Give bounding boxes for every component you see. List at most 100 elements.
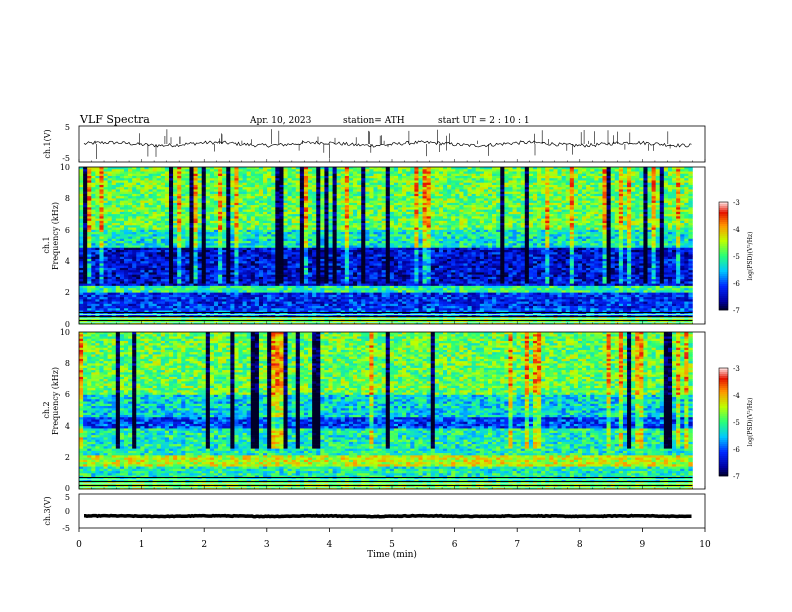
spectrogram-cell xyxy=(443,229,448,233)
spectrogram-cell xyxy=(136,214,141,217)
spectrogram-cell xyxy=(328,175,333,179)
spectrogram-cell xyxy=(438,227,444,231)
spectrogram-cell xyxy=(344,207,350,210)
spectrogram-cell xyxy=(320,200,325,204)
spectrogram-cell xyxy=(520,189,526,192)
spectrogram-cell xyxy=(586,218,591,222)
spectrogram-cell xyxy=(148,184,153,188)
spectrogram-cell xyxy=(344,198,350,201)
spectrogram-cell xyxy=(312,200,317,204)
spectrogram-cell xyxy=(569,227,575,231)
spectrogram-cell xyxy=(295,225,301,228)
spectrogram-cell xyxy=(140,234,145,237)
spectrogram-cell xyxy=(655,175,661,179)
spectrogram-cell xyxy=(561,214,566,217)
spectrogram-cell xyxy=(516,189,522,192)
spectrogram-cell xyxy=(287,209,292,213)
spectrogram-cell xyxy=(348,211,354,215)
spectrogram-cell xyxy=(99,187,104,190)
spectrogram-cell xyxy=(119,207,125,210)
spectrogram-cell xyxy=(573,218,579,222)
spectrogram-cell xyxy=(631,193,636,197)
spectrogram-cell xyxy=(136,227,141,231)
spectrogram-cell xyxy=(83,178,88,181)
spectrogram-cell xyxy=(402,191,407,195)
spectrogram-cell xyxy=(381,200,387,204)
spectrogram-cell xyxy=(218,205,223,208)
spectrogram-cell xyxy=(655,209,661,213)
spectrogram-cell xyxy=(647,223,652,226)
spectrogram-cell xyxy=(520,171,526,175)
spectrogram-cell xyxy=(234,193,239,197)
spectrogram-cell xyxy=(545,216,550,219)
spectrogram-cell xyxy=(258,191,264,195)
spectrogram-cell xyxy=(418,173,423,177)
spectrogram-cell xyxy=(455,205,460,208)
spectrogram-cell xyxy=(492,173,497,177)
spectrogram-cell xyxy=(430,238,436,242)
spectrogram-cell xyxy=(402,200,407,204)
spectrogram-cell xyxy=(271,225,276,228)
spectrogram-cell xyxy=(639,214,644,217)
spectrogram-cell xyxy=(398,198,403,201)
spectrogram-cell xyxy=(516,234,522,237)
spectrogram-cell xyxy=(663,169,669,172)
spectrogram-cell xyxy=(410,214,415,217)
spectrogram-cell xyxy=(226,169,231,172)
spectrogram-cell xyxy=(160,205,166,208)
spectrogram-cell xyxy=(91,178,96,181)
spectrogram-cell xyxy=(361,202,366,206)
spectrogram-cell xyxy=(385,220,391,224)
spectrogram-cell xyxy=(95,234,100,237)
spectrogram-cell xyxy=(369,167,374,170)
spectrogram-cell xyxy=(643,169,648,172)
spectrogram-cell xyxy=(205,191,211,195)
spectrogram-cell xyxy=(279,189,284,192)
spectrogram-cell xyxy=(340,205,346,208)
spectrogram-cell xyxy=(250,175,256,179)
spectrogram-cell xyxy=(451,205,456,208)
spectrogram-cell xyxy=(312,209,317,213)
spectrogram-cell xyxy=(598,227,603,231)
spectrogram-cell xyxy=(115,178,121,181)
spectrogram-cell xyxy=(573,236,579,240)
spectrogram-cell xyxy=(205,232,211,235)
spectrogram-cell xyxy=(193,207,198,210)
spectrogram-cell xyxy=(275,200,280,204)
spectrogram-cell xyxy=(512,175,517,179)
spectrogram-cell xyxy=(688,191,693,195)
spectrogram-cell xyxy=(508,167,513,170)
spectrogram-cell xyxy=(443,180,448,183)
spectrogram-cell xyxy=(83,175,88,179)
spectrogram-cell xyxy=(459,209,464,213)
spectrogram-cell xyxy=(348,229,354,233)
spectrogram-cell xyxy=(201,189,207,192)
spectrogram-cell xyxy=(659,223,665,226)
spectrogram-cell xyxy=(635,232,640,235)
spectrogram-cell xyxy=(164,169,170,172)
spectrogram-cell xyxy=(164,209,170,213)
spectrogram-cell xyxy=(148,211,153,215)
spectrogram-cell xyxy=(561,220,566,224)
spectrogram-cell xyxy=(684,214,689,217)
spectrogram-cell xyxy=(557,216,562,219)
spectrogram-cell xyxy=(451,236,456,240)
spectrogram-cell xyxy=(426,205,432,208)
spectrogram-cell xyxy=(189,218,194,222)
spectrogram-cell xyxy=(357,200,362,204)
spectrogram-cell xyxy=(132,218,137,222)
spectrogram-cell xyxy=(504,207,509,210)
spectrogram-cell xyxy=(561,189,566,192)
spectrogram-cell xyxy=(455,198,460,201)
spectrogram-cell xyxy=(303,216,309,219)
spectrogram-cell xyxy=(205,202,211,206)
spectrogram-cell xyxy=(508,232,513,235)
spectrogram-cell xyxy=(500,167,505,170)
spectrogram-cell xyxy=(402,169,407,172)
spectrogram-cell xyxy=(279,182,284,186)
spectrogram-cell xyxy=(189,187,194,190)
spectrogram-cell xyxy=(299,232,305,235)
spectrogram-cell xyxy=(332,209,337,213)
spectrogram-cell xyxy=(520,184,526,188)
spectrogram-cell xyxy=(271,178,276,181)
